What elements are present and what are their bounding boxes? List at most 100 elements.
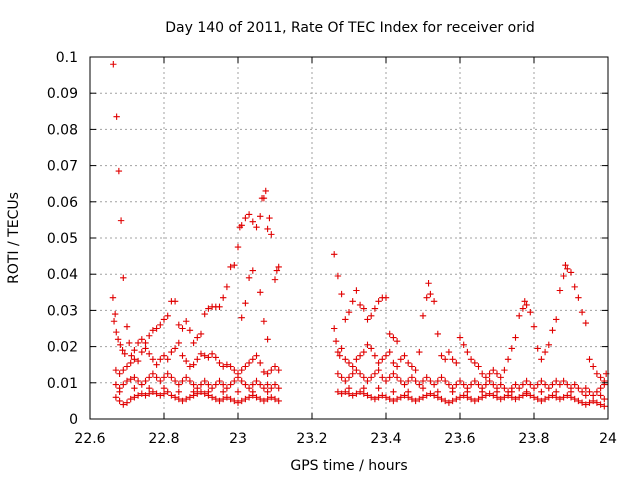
data-point: [449, 388, 456, 396]
data-point: [560, 394, 567, 401]
data-point: [423, 392, 430, 399]
data-point: [593, 370, 601, 377]
data-point: [597, 392, 604, 399]
data-point: [364, 316, 371, 323]
data-point: [216, 397, 223, 405]
data-point: [142, 377, 149, 385]
data-point: [445, 348, 453, 356]
data-point: [549, 327, 556, 334]
data-point: [516, 385, 523, 392]
data-point: [268, 231, 275, 238]
data-point: [115, 167, 123, 175]
data-point: [360, 390, 367, 397]
data-point: [560, 272, 567, 280]
data-point: [164, 370, 171, 377]
data-point: [138, 336, 145, 343]
data-point: [179, 377, 186, 385]
data-point: [242, 299, 249, 307]
data-point: [364, 341, 371, 348]
data-point: [345, 374, 353, 381]
data-point: [127, 359, 134, 367]
data-point: [397, 394, 404, 401]
y-tick-label: 0.09: [47, 86, 78, 102]
data-point: [175, 339, 182, 347]
data-point: [146, 374, 153, 381]
y-tick-label: 0: [69, 412, 78, 428]
data-point: [497, 395, 504, 403]
data-point: [260, 397, 268, 405]
data-point: [397, 356, 404, 363]
data-point: [593, 388, 601, 396]
data-point: [216, 303, 223, 310]
data-point: [234, 388, 242, 396]
data-point: [412, 366, 419, 374]
data-point: [186, 327, 194, 334]
data-point: [238, 222, 245, 229]
data-point: [223, 385, 231, 392]
data-point: [216, 359, 223, 367]
data-point: [168, 374, 175, 381]
data-point: [334, 272, 342, 280]
data-point: [512, 334, 519, 341]
data-point: [564, 381, 571, 388]
data-point: [264, 370, 271, 377]
data-point: [190, 361, 197, 368]
data-point: [264, 395, 271, 403]
data-point: [138, 381, 145, 388]
data-point: [386, 330, 393, 338]
data-point: [349, 392, 356, 399]
data-point: [142, 339, 149, 347]
data-point: [227, 363, 234, 370]
data-point: [497, 381, 504, 388]
x-tick-label: 23.4: [370, 431, 401, 447]
data-point: [262, 187, 269, 195]
data-point: [438, 374, 445, 381]
data-point: [597, 401, 604, 408]
data-point: [183, 395, 190, 403]
data-point: [549, 381, 556, 388]
chart-title: Day 140 of 2011, Rate Of TEC Index for r…: [165, 20, 534, 36]
data-point: [345, 390, 353, 397]
data-point: [493, 394, 501, 401]
data-point: [578, 399, 586, 406]
data-point: [379, 392, 386, 399]
data-point: [271, 381, 279, 388]
data-point: [275, 263, 282, 271]
data-point: [212, 395, 219, 403]
data-point: [471, 397, 478, 405]
data-point: [227, 395, 234, 403]
data-point: [508, 394, 515, 401]
data-point: [534, 395, 541, 403]
data-point: [201, 390, 208, 397]
data-point: [541, 381, 549, 388]
data-point: [127, 395, 134, 403]
data-point: [375, 366, 382, 374]
data-point: [345, 309, 353, 316]
data-point: [375, 359, 382, 367]
data-point: [113, 113, 120, 120]
data-point: [171, 298, 179, 305]
data-point: [175, 395, 182, 403]
data-point: [338, 374, 345, 381]
data-point: [434, 394, 441, 401]
data-point: [401, 392, 408, 399]
data-point: [490, 381, 497, 388]
data-point: [464, 394, 471, 401]
data-point: [368, 312, 375, 320]
data-point: [553, 316, 560, 323]
data-point: [479, 394, 486, 401]
data-point: [453, 395, 460, 403]
data-point: [534, 381, 541, 388]
data-point: [523, 377, 530, 385]
data-point: [131, 385, 138, 392]
data-point: [453, 359, 460, 367]
data-point: [408, 395, 416, 403]
data-point: [386, 395, 393, 403]
data-point: [430, 381, 438, 388]
data-point: [408, 374, 416, 381]
data-point: [120, 401, 127, 408]
data-point: [119, 347, 126, 354]
data-point: [419, 394, 427, 401]
data-point: [601, 403, 608, 410]
